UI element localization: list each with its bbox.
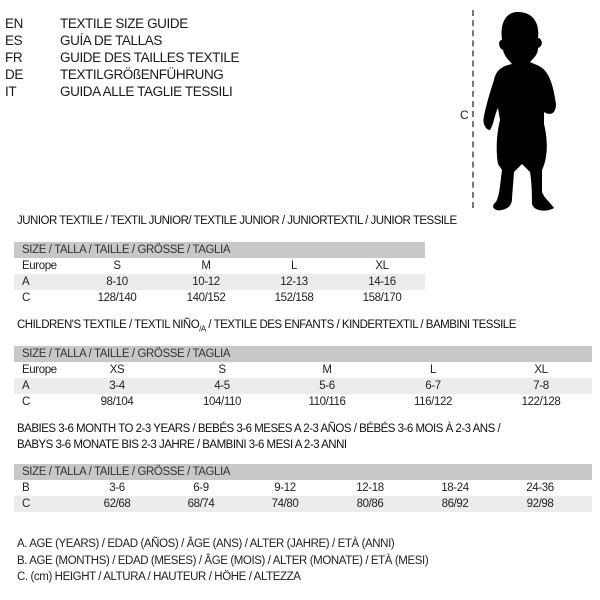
lang-title: GUÍA DE TALLAS — [60, 33, 162, 48]
height-measure-line — [472, 10, 474, 208]
cell: 80/86 — [356, 498, 384, 510]
cell: 110/116 — [308, 396, 346, 408]
babies-size-header: SIZE / TALLA / TAILLE / GRÖSSE / TAGLIA — [14, 464, 592, 480]
cell: 6-7 — [425, 380, 441, 392]
row-label: C — [22, 292, 30, 304]
row-label: Europe — [22, 260, 57, 272]
cell: 9-12 — [274, 482, 296, 494]
cell: 158/170 — [362, 292, 402, 304]
lang-title: TEXTILE SIZE GUIDE — [60, 16, 188, 31]
title-subscript: /A — [199, 324, 206, 334]
table-row: C 128/140 140/152 152/158 158/170 — [14, 290, 425, 306]
cell: 152/158 — [274, 292, 314, 304]
row-label: C — [22, 396, 30, 408]
cell: M — [322, 364, 332, 376]
cell: 116/122 — [414, 396, 452, 408]
lang-title: GUIDE DES TAILLES TEXTILE — [60, 50, 240, 65]
child-silhouette-icon — [483, 12, 556, 211]
cell: 18-24 — [441, 482, 469, 494]
cell: 14-16 — [368, 276, 396, 288]
cell: 92/98 — [526, 498, 554, 510]
cell: 3-4 — [109, 380, 125, 392]
cell: 7-8 — [533, 380, 549, 392]
lang-code: DE — [5, 67, 23, 82]
cell: 6-9 — [193, 482, 209, 494]
babies-section-title-line2: BABYS 3-6 MONATE BIS 2-3 JAHRE / BAMBINI… — [17, 439, 347, 451]
legend-b: B. AGE (MONTHS) / EDAD (MESES) / ÂGE (MO… — [17, 555, 429, 567]
lang-title: TEXTILGRÖßENFÜHRUNG — [60, 67, 224, 82]
cell: 128/140 — [97, 292, 137, 304]
lang-code: FR — [5, 50, 23, 65]
babies-section-title-line1: BABIES 3-6 MONTH TO 2-3 YEARS / BEBÉS 3-… — [17, 423, 501, 435]
cell: 140/152 — [186, 292, 226, 304]
table-row: A 8-10 10-12 12-13 14-16 — [14, 274, 425, 290]
language-titles: TEXTILE SIZE GUIDE GUÍA DE TALLAS GUIDE … — [60, 15, 239, 100]
cell: L — [430, 364, 436, 376]
cell: M — [201, 260, 211, 272]
cell: XL — [375, 260, 389, 272]
title-part: CHILDREN'S TEXTILE / TEXTIL NIÑO — [17, 319, 200, 331]
cell: 5-6 — [319, 380, 335, 392]
cell: 10-12 — [192, 276, 220, 288]
cell: 62/68 — [103, 498, 131, 510]
cell: 8-10 — [106, 276, 128, 288]
table-row: Europe S M L XL — [14, 258, 425, 274]
cell: 98/104 — [100, 396, 134, 408]
row-label: A — [22, 276, 30, 288]
cell: 4-5 — [214, 380, 230, 392]
children-section-title: CHILDREN'S TEXTILE / TEXTIL NIÑO/A / TEX… — [17, 319, 516, 333]
lang-code: EN — [5, 16, 23, 31]
children-size-header: SIZE / TALLA / TAILLE / GRÖSSE / TAGLIA — [14, 346, 592, 362]
cell: 86/92 — [441, 498, 469, 510]
table-row: Europe XS S M L XL — [14, 362, 592, 378]
legend-c: C. (cm) HEIGHT / ALTURA / HAUTEUR / HÖHE… — [17, 571, 301, 583]
cell: 3-6 — [109, 482, 125, 494]
cell: 12-13 — [280, 276, 308, 288]
cell: XS — [109, 364, 125, 376]
row-label: C — [22, 498, 30, 510]
measure-label: C — [460, 108, 469, 122]
cell: 104/110 — [203, 396, 241, 408]
cell: 12-18 — [356, 482, 384, 494]
cell: L — [291, 260, 297, 272]
title-part: / TEXTILE DES ENFANTS / KINDERTEXTIL / B… — [205, 319, 516, 331]
lang-code: ES — [5, 33, 23, 48]
lang-code: IT — [5, 84, 17, 99]
cell: 74/80 — [271, 498, 299, 510]
legend-a: A. AGE (YEARS) / EDAD (AÑOS) / ÂGE (ANS)… — [17, 538, 395, 550]
junior-size-header: SIZE / TALLA / TAILLE / GRÖSSE / TAGLIA — [14, 242, 425, 258]
row-label: A — [22, 380, 30, 392]
lang-title: GUIDA ALLE TAGLIE TESSILI — [60, 84, 233, 99]
cell: S — [113, 260, 121, 272]
language-codes: EN ES FR DE IT — [5, 15, 23, 100]
cell: XL — [534, 364, 548, 376]
row-label: Europe — [22, 364, 57, 376]
junior-section-title: JUNIOR TEXTILE / TEXTIL JUNIOR/ TEXTILE … — [17, 215, 457, 227]
table-row: A 3-4 4-5 5-6 6-7 7-8 — [14, 378, 592, 394]
table-row: B 3-6 6-9 9-12 12-18 18-24 24-36 — [14, 480, 592, 496]
table-row: C 98/104 104/110 110/116 116/122 122/128 — [14, 394, 592, 410]
cell: 68/74 — [187, 498, 215, 510]
cell: S — [218, 364, 226, 376]
cell: 122/128 — [521, 396, 561, 408]
table-row: C 62/68 68/74 74/80 80/86 86/92 92/98 — [14, 496, 592, 512]
row-label: B — [22, 482, 30, 494]
cell: 24-36 — [526, 482, 554, 494]
